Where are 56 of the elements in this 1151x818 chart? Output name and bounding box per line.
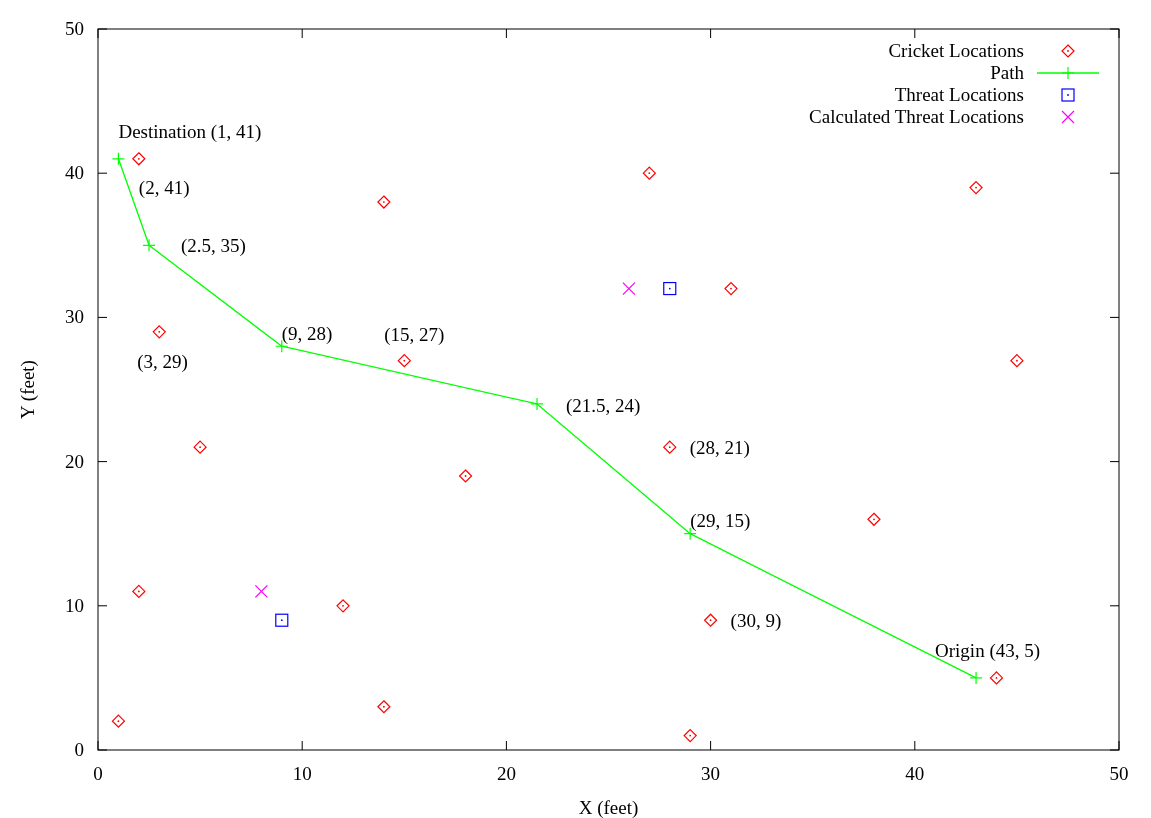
x-tick-label: 50	[1109, 763, 1129, 784]
point	[663, 281, 677, 296]
point	[989, 671, 1004, 685]
annotation: (2.5, 35)	[181, 235, 246, 258]
x-tick-label: 0	[93, 763, 103, 784]
point	[377, 195, 391, 209]
point	[132, 152, 146, 166]
y-tick-label: 0	[74, 739, 84, 760]
point	[275, 613, 289, 627]
point	[867, 512, 881, 526]
y-tick-label: 30	[65, 306, 84, 328]
annotation: (3, 29)	[137, 350, 188, 373]
point	[132, 584, 146, 598]
point	[969, 181, 983, 195]
point	[254, 584, 268, 598]
point	[683, 728, 697, 743]
point	[704, 613, 718, 627]
annotation: (29, 15)	[690, 509, 751, 532]
point	[969, 671, 983, 685]
point	[111, 714, 126, 728]
annotation: (15, 27)	[384, 323, 445, 346]
point	[622, 281, 636, 296]
point	[336, 599, 350, 613]
point	[530, 397, 544, 411]
x-tick-label: 40	[905, 763, 925, 784]
annotation: (9, 28)	[281, 323, 333, 346]
point	[377, 700, 391, 714]
legend-label: Cricket Locations	[888, 40, 1024, 61]
y-tick-label: 20	[65, 450, 84, 472]
legend-label: Path	[990, 62, 1025, 83]
y-tick-label: 50	[65, 18, 84, 39]
annotation: Destination (1, 41)	[118, 120, 262, 143]
y-tick-label: 10	[65, 594, 84, 616]
y-tick-label: 40	[65, 162, 84, 184]
point	[111, 152, 126, 166]
y-axis-title: Y (feet)	[17, 360, 39, 419]
point	[1010, 354, 1024, 368]
point	[663, 440, 677, 454]
annotation: (28, 21)	[689, 437, 750, 460]
point	[724, 281, 738, 296]
point	[642, 166, 656, 180]
point	[193, 440, 207, 454]
point	[142, 238, 156, 252]
legend-label: Calculated Threat Locations	[809, 106, 1024, 127]
annotation: (21.5, 24)	[566, 394, 641, 417]
annotation: (30, 9)	[730, 610, 782, 633]
point	[397, 354, 411, 368]
x-tick-label: 10	[292, 763, 312, 784]
point	[152, 325, 166, 339]
x-axis-title: X (feet)	[578, 797, 639, 818]
x-tick-label: 30	[701, 763, 721, 784]
point	[458, 469, 473, 483]
annotation: (2, 41)	[138, 176, 190, 199]
x-tick-label: 20	[496, 763, 516, 784]
annotation: Origin (43, 5)	[935, 639, 1041, 662]
legend-label: Threat Locations	[894, 84, 1024, 105]
